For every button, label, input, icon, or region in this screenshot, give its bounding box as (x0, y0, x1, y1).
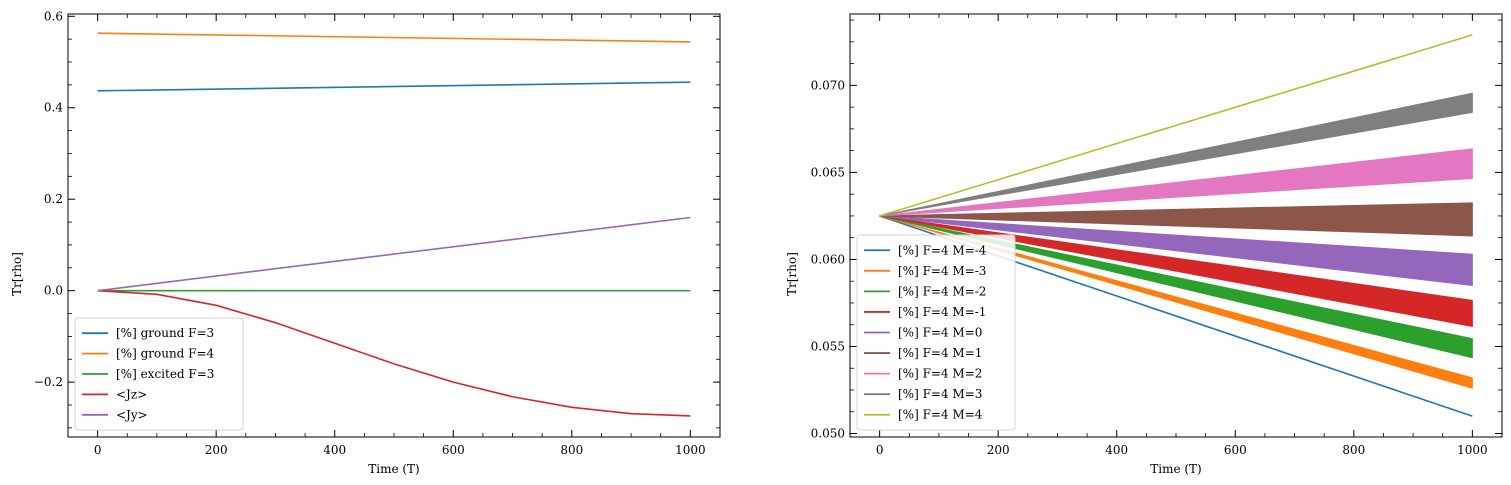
right-x-tick-label: 0 (876, 443, 884, 457)
left-y-tick-label: 0.4 (44, 101, 63, 115)
right-y-tick-label: 0.065 (811, 165, 845, 179)
right-legend-item: [%] F=4 M=-1 (864, 305, 986, 319)
left-y-axis-label: Tr[rho] (10, 252, 24, 296)
right-series-3-band (879, 215, 1473, 359)
right-legend-item: [%] F=4 M=-3 (864, 264, 986, 278)
left-legend-item: [%] excited F=3 (82, 367, 214, 381)
right-series-5-band (879, 215, 1473, 287)
left-y-tick-label: −0.2 (34, 375, 63, 389)
right-legend-item: [%] F=4 M=3 (864, 387, 982, 401)
right-legend-label: [%] F=4 M=2 (898, 367, 982, 381)
left-legend-label: <Jz> (116, 387, 147, 401)
left-series-5-line (97, 216, 691, 292)
left-chart: 0 200 400 600 800 1000 −0.2 0.0 0.2 0.4 0.6 [%] gro… (10, 9, 721, 476)
left-x-tick-label: 0 (94, 443, 102, 457)
left-x-tick-label: 200 (205, 443, 228, 457)
right-legend-box (856, 234, 1016, 431)
left-x-tick-label: 400 (323, 443, 346, 457)
right-series-7-band (879, 148, 1473, 217)
right-x-tick-label: 800 (1342, 443, 1365, 457)
right-legend-label: [%] F=4 M=3 (898, 387, 982, 401)
right-chart: 0 200 400 600 800 1000 0.050 0.055 0.060 0.065 0.0… (785, 13, 1503, 476)
right-legend-label: [%] F=4 M=-3 (898, 264, 986, 278)
right-y-tick-label: 0.060 (811, 252, 845, 266)
right-legend-item: [%] F=4 M=4 (864, 408, 983, 422)
right-series-4-band (879, 215, 1473, 327)
left-series-1-line (97, 81, 691, 92)
right-x-tick-label: 1000 (1457, 443, 1488, 457)
right-plot-area: 0 200 400 600 800 1000 0.050 0.055 0.060 0.065 0.0… (811, 13, 1503, 457)
left-legend-item: [%] ground F=4 (82, 347, 215, 361)
right-series-8-band (879, 92, 1473, 217)
left-x-axis-label: Time (T) (368, 462, 420, 476)
left-legend-box (74, 317, 244, 431)
left-x-tick-label: 1000 (675, 443, 706, 457)
left-y-tick-label: 0.2 (44, 192, 63, 206)
right-y-tick-label: 0.050 (811, 427, 845, 441)
right-legend-item: [%] F=4 M=1 (864, 346, 982, 360)
right-x-axis-label: Time (T) (1150, 462, 1202, 476)
right-x-tick-label: 600 (1224, 443, 1247, 457)
right-series-2-band (879, 215, 1473, 389)
left-series-4-line (97, 289, 691, 417)
right-y-tick-label: 0.070 (811, 78, 845, 92)
left-legend-item: <Jz> (82, 387, 147, 401)
left-series-2-line (97, 32, 691, 43)
left-legend-label: <Jy> (116, 408, 148, 422)
right-series-6-band (879, 202, 1473, 237)
right-legend-label: [%] F=4 M=-4 (898, 243, 987, 257)
right-legend-label: [%] F=4 M=-2 (898, 284, 986, 298)
right-legend-item: [%] F=4 M=-4 (864, 243, 987, 257)
left-legend-label: [%] excited F=3 (116, 367, 214, 381)
right-legend: [%] F=4 M=-4 [%] F=4 M=-3 [%] F=4 M=-2 [%] … (856, 234, 1016, 431)
right-legend-label: [%] F=4 M=1 (898, 346, 982, 360)
left-y-tick-label: 0.6 (44, 9, 63, 23)
right-legend-item: [%] F=4 M=2 (864, 367, 982, 381)
right-legend-label: [%] F=4 M=-1 (898, 305, 986, 319)
right-y-axis-label: Tr[rho] (785, 252, 799, 296)
left-legend-label: [%] ground F=4 (116, 347, 215, 361)
left-plot-area: 0 200 400 600 800 1000 −0.2 0.0 0.2 0.4 0.6 [%] gro… (34, 9, 721, 457)
left-legend-label: [%] ground F=3 (116, 326, 214, 340)
right-series-group (879, 34, 1473, 417)
right-y-tick-label: 0.055 (811, 339, 845, 353)
left-series-group (97, 32, 691, 417)
left-y-tick-label: 0.0 (44, 284, 63, 298)
right-legend-item: [%] F=4 M=0 (864, 326, 982, 340)
left-x-tick-label: 600 (442, 443, 465, 457)
right-series-9-line (879, 34, 1473, 217)
left-legend-item: <Jy> (82, 408, 148, 422)
left-legend-item: [%] ground F=3 (82, 326, 214, 340)
right-x-tick-label: 400 (1105, 443, 1128, 457)
left-x-tick-label: 800 (560, 443, 583, 457)
right-legend-item: [%] F=4 M=-2 (864, 284, 986, 298)
left-legend: [%] ground F=3 [%] ground F=4 [%] excited … (74, 317, 244, 431)
right-legend-label: [%] F=4 M=0 (898, 326, 982, 340)
right-legend-label: [%] F=4 M=4 (898, 408, 983, 422)
right-x-tick-label: 200 (987, 443, 1010, 457)
